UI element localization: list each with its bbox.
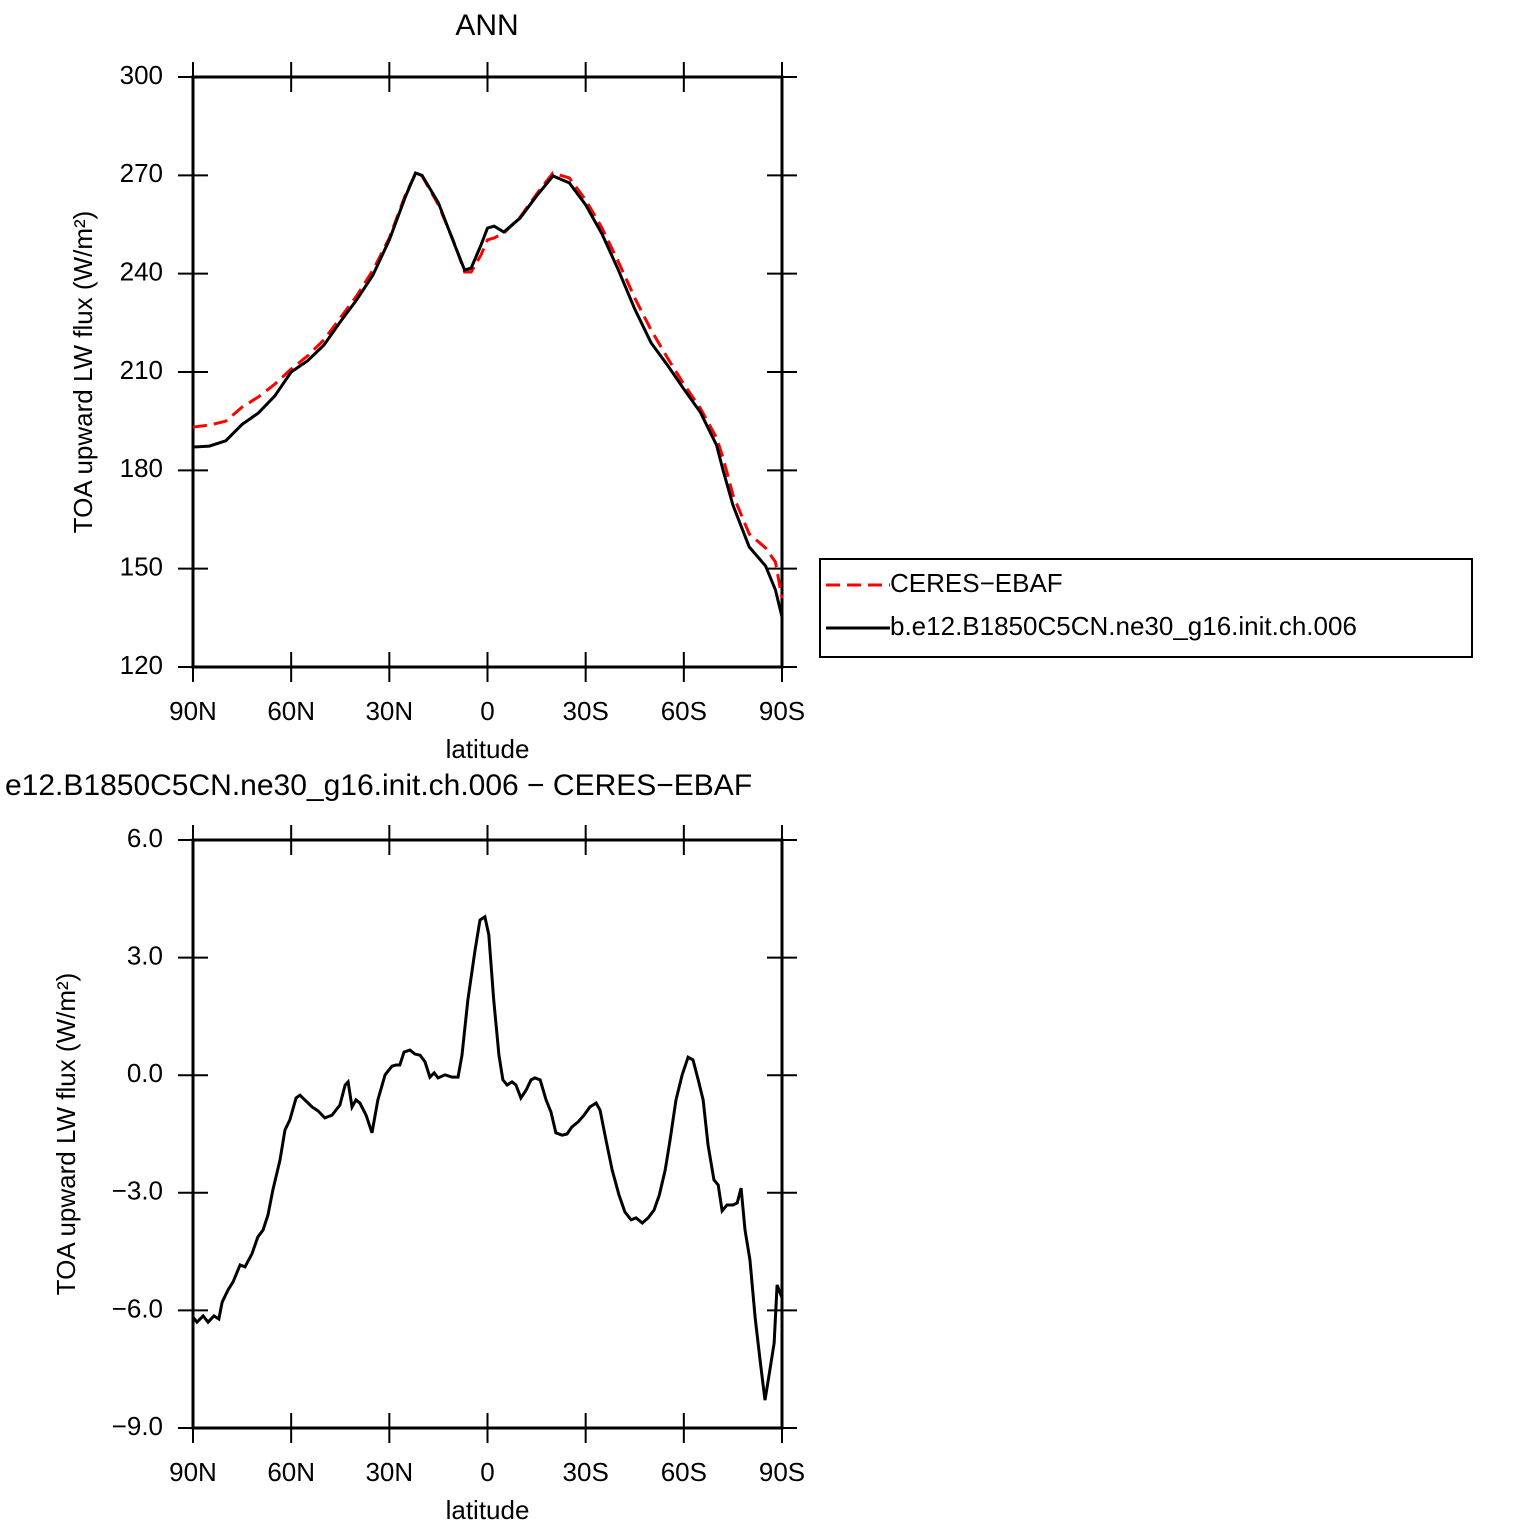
- y-tick-label: 3.0: [127, 940, 163, 970]
- y-tick-label: 210: [120, 355, 163, 385]
- x-tick-label: 90N: [169, 696, 217, 726]
- x-tick-label: 60N: [267, 1457, 315, 1487]
- data-line: [191, 914, 784, 1401]
- data-line: [192, 171, 784, 618]
- y-tick-label: 150: [120, 552, 163, 582]
- chart-title: ANN: [455, 9, 518, 42]
- legend-label: CERES−EBAF: [890, 568, 1063, 598]
- x-tick-label: 60N: [267, 696, 315, 726]
- legend-box: [819, 558, 1473, 658]
- x-tick-label: 90N: [169, 1457, 217, 1487]
- x-axis-label: latitude: [446, 1495, 530, 1525]
- x-tick-label: 30S: [563, 696, 609, 726]
- y-tick-label: 270: [120, 158, 163, 188]
- x-tick-label: 0: [480, 1457, 494, 1487]
- x-tick-label: 30N: [365, 696, 413, 726]
- y-tick-label: 120: [120, 650, 163, 680]
- y-axis-label: TOA upward LW flux (W/m²): [51, 973, 81, 1296]
- y-tick-label: −9.0: [112, 1411, 163, 1441]
- y-tick-label: 240: [120, 257, 163, 287]
- y-tick-label: 0.0: [127, 1058, 163, 1088]
- x-tick-label: 60S: [661, 696, 707, 726]
- x-tick-label: 30N: [365, 1457, 413, 1487]
- data-line: [192, 171, 784, 599]
- x-tick-label: 60S: [661, 1457, 707, 1487]
- y-tick-label: 180: [120, 453, 163, 483]
- plot-frame: [191, 75, 784, 669]
- y-tick-label: 6.0: [127, 823, 163, 853]
- y-tick-label: 300: [120, 60, 163, 90]
- plot-frame: [191, 838, 784, 1430]
- x-tick-label: 90S: [759, 1457, 805, 1487]
- x-tick-label: 90S: [759, 696, 805, 726]
- x-tick-label: 30S: [563, 1457, 609, 1487]
- x-tick-label: 0: [480, 696, 494, 726]
- y-tick-label: −3.0: [112, 1176, 163, 1206]
- x-axis-label: latitude: [446, 734, 530, 764]
- y-axis-label: TOA upward LW flux (W/m²): [68, 211, 98, 534]
- legend-label: b.e12.B1850C5CN.ne30_g16.init.ch.006: [890, 611, 1357, 641]
- chart-title: e12.B1850C5CN.ne30_g16.init.ch.006 − CER…: [5, 769, 752, 802]
- y-tick-label: −6.0: [112, 1293, 163, 1323]
